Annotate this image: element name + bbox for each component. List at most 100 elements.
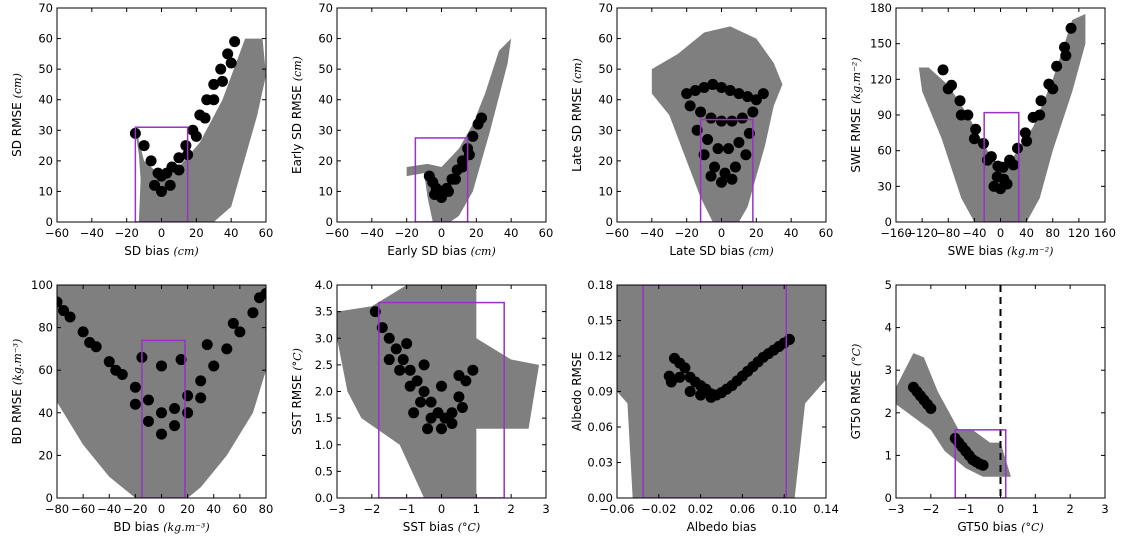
chart-bd-xtick-label-2: −40 [97,502,121,516]
chart-sst-xtick-label-2: −1 [398,502,415,516]
chart-late_sd-reference-box [699,118,754,222]
chart-sd-ylabel-unit: (cm) [11,73,24,98]
chart-sst-point-17 [404,380,416,392]
chart-swe-reference-box [983,111,1020,222]
chart-swe-ytick-label-3: 90 [877,108,892,122]
chart-albedo-xtick-label-5: 0.14 [813,502,839,516]
chart-swe-ytick-label-6: 180 [870,1,892,15]
chart-swe-xtick-label-6: 80 [1045,226,1060,240]
chart-sst-point-21 [446,417,458,429]
chart-bd-point-28 [169,420,181,432]
chart-bd-ylabel: BD RMSE (kg.m⁻³) [10,339,24,445]
chart-sst-point-14 [467,364,479,376]
chart-sst-ytick-label-4: 2.0 [315,385,333,399]
chart-sst-reference-box [378,301,505,498]
chart-early_sd-ytick-label-0: 0 [326,215,333,229]
chart-bd-point-17 [58,305,70,317]
chart-late_sd-point-12 [705,112,717,124]
chart-sst-point-2 [383,332,395,344]
chart-sst-xtick-label-4: 1 [473,502,480,516]
chart-bd-ytick-label-0: 0 [46,491,53,505]
chart-late_sd-point-24 [709,161,721,173]
chart-swe-ytick-label-0: 0 [885,215,892,229]
chart-swe-point-26 [1034,109,1046,121]
chart-sd-xlabel-text: SD bias [124,244,169,258]
chart-sst-plot-area [337,285,540,498]
chart-late_sd-ytick-label-4: 40 [598,93,613,107]
chart-sd-point-14 [222,48,234,60]
chart-sd-ytick-label-4: 40 [38,93,53,107]
chart-sd-xtick-label-6: 60 [259,226,274,240]
chart-early_sd-reference-box [414,137,469,222]
chart-gt50-ylabel: GT50 RMSE (°C) [849,344,863,440]
chart-gt50-ytick-label-2: 2 [885,406,892,420]
chart-late_sd-ytick-label-2: 20 [598,154,613,168]
chart-bd-ytick-label-3: 60 [38,363,53,377]
chart-bd-point-10 [182,390,194,402]
chart-swe-xtick-label-7: 120 [1068,226,1090,240]
chart-bd-xtick-label-1: −60 [71,502,95,516]
chart-albedo-xtick-label-3: 0.06 [730,502,756,516]
chart-swe-ylabel: SWE RMSE (kg.m⁻²) [849,57,863,172]
chart-late_sd-xtick-label-3: 0 [718,226,725,240]
chart-sd-point-19 [173,164,185,176]
chart-gt50-ytick-label-4: 4 [885,321,892,335]
chart-early_sd-spread-envelope [406,38,512,222]
chart-gt50-xlabel-text: GT50 bias [957,520,1017,534]
chart-bd-point-14 [234,326,246,338]
chart-swe-ylabel-unit: (kg.m⁻²) [850,57,863,103]
chart-sd-ylabel-text: SD RMSE [10,102,24,157]
chart-sd-point-1 [138,140,150,152]
chart-early_sd-xtick-label-4: 20 [469,226,484,240]
chart-swe-xtick-label-5: 40 [1019,226,1034,240]
chart-late_sd-xtick-label-2: −20 [675,226,699,240]
chart-bd-point-0 [57,296,63,308]
chart-sd-xtick-label-1: −40 [80,226,104,240]
chart-early_sd-ytick-label-1: 10 [318,184,333,198]
chart-sst-ytick-label-0: 0.0 [315,491,333,505]
chart-sst-ytick-label-8: 4.0 [315,278,333,292]
chart-gt50-reference-box [954,429,1007,498]
chart-gt50-panel: −3 −2 −1 0 1 2 3 0 1 2 3 4 5 GT50 bias (°C) GT50 RMSE (°… [849,278,1109,534]
chart-bd-ytick-label-1: 20 [38,448,53,462]
chart-albedo-point-24 [665,376,677,388]
chart-bd-reference-box [141,339,186,498]
chart-late_sd-point-5 [724,85,736,97]
chart-albedo-ytick-label-5: 0.15 [587,314,613,328]
chart-albedo-reference-box [642,285,788,498]
chart-sst-point-8 [425,396,437,408]
chart-late_sd-point-18 [702,133,714,145]
chart-late_sd-xtick-label-6: 60 [819,226,834,240]
chart-late_sd-ylabel-unit: (cm) [571,58,584,83]
chart-bd-point-8 [156,407,167,419]
chart-swe-ytick-label-4: 120 [870,72,892,86]
chart-bd-plot-area [57,285,266,498]
chart-swe-xtick-label-4: 0 [997,226,1004,240]
chart-bd-point-24 [227,317,239,329]
chart-late_sd-xlabel-text: Late SD bias [669,244,744,258]
chart-swe-ytick-label-2: 60 [877,144,892,158]
chart-gt50-xtick-label-0: −3 [888,502,905,516]
chart-sd-ytick-label-0: 0 [46,215,53,229]
chart-bd-point-7 [142,394,154,406]
chart-sd-xlabel-unit: (cm) [174,245,199,258]
chart-sst-xtick-label-3: 0 [438,502,445,516]
chart-swe-point-8 [997,161,1009,173]
chart-early_sd-ytick-label-2: 20 [318,154,333,168]
chart-swe-point-25 [1021,135,1033,147]
chart-bd-point-27 [156,428,167,440]
chart-sd-ytick-label-3: 30 [38,123,53,137]
chart-early_sd-xtick-label-1: −40 [360,226,384,240]
chart-bd-point-19 [110,364,122,376]
chart-sst-xtick-label-1: −2 [363,502,380,516]
chart-sd-ytick-label-6: 60 [38,32,53,46]
chart-albedo-plot-area [617,285,826,498]
chart-sd-point-25 [225,57,237,69]
chart-late_sd-point-26 [729,161,741,173]
chart-gt50-point-14 [977,459,989,471]
chart-sst-point-15 [383,354,395,366]
chart-late_sd-ylabel: Late SD RMSE (cm) [570,58,584,172]
chart-albedo-point-27 [695,389,707,401]
chart-early_sd-xtick-label-0: −60 [325,226,349,240]
